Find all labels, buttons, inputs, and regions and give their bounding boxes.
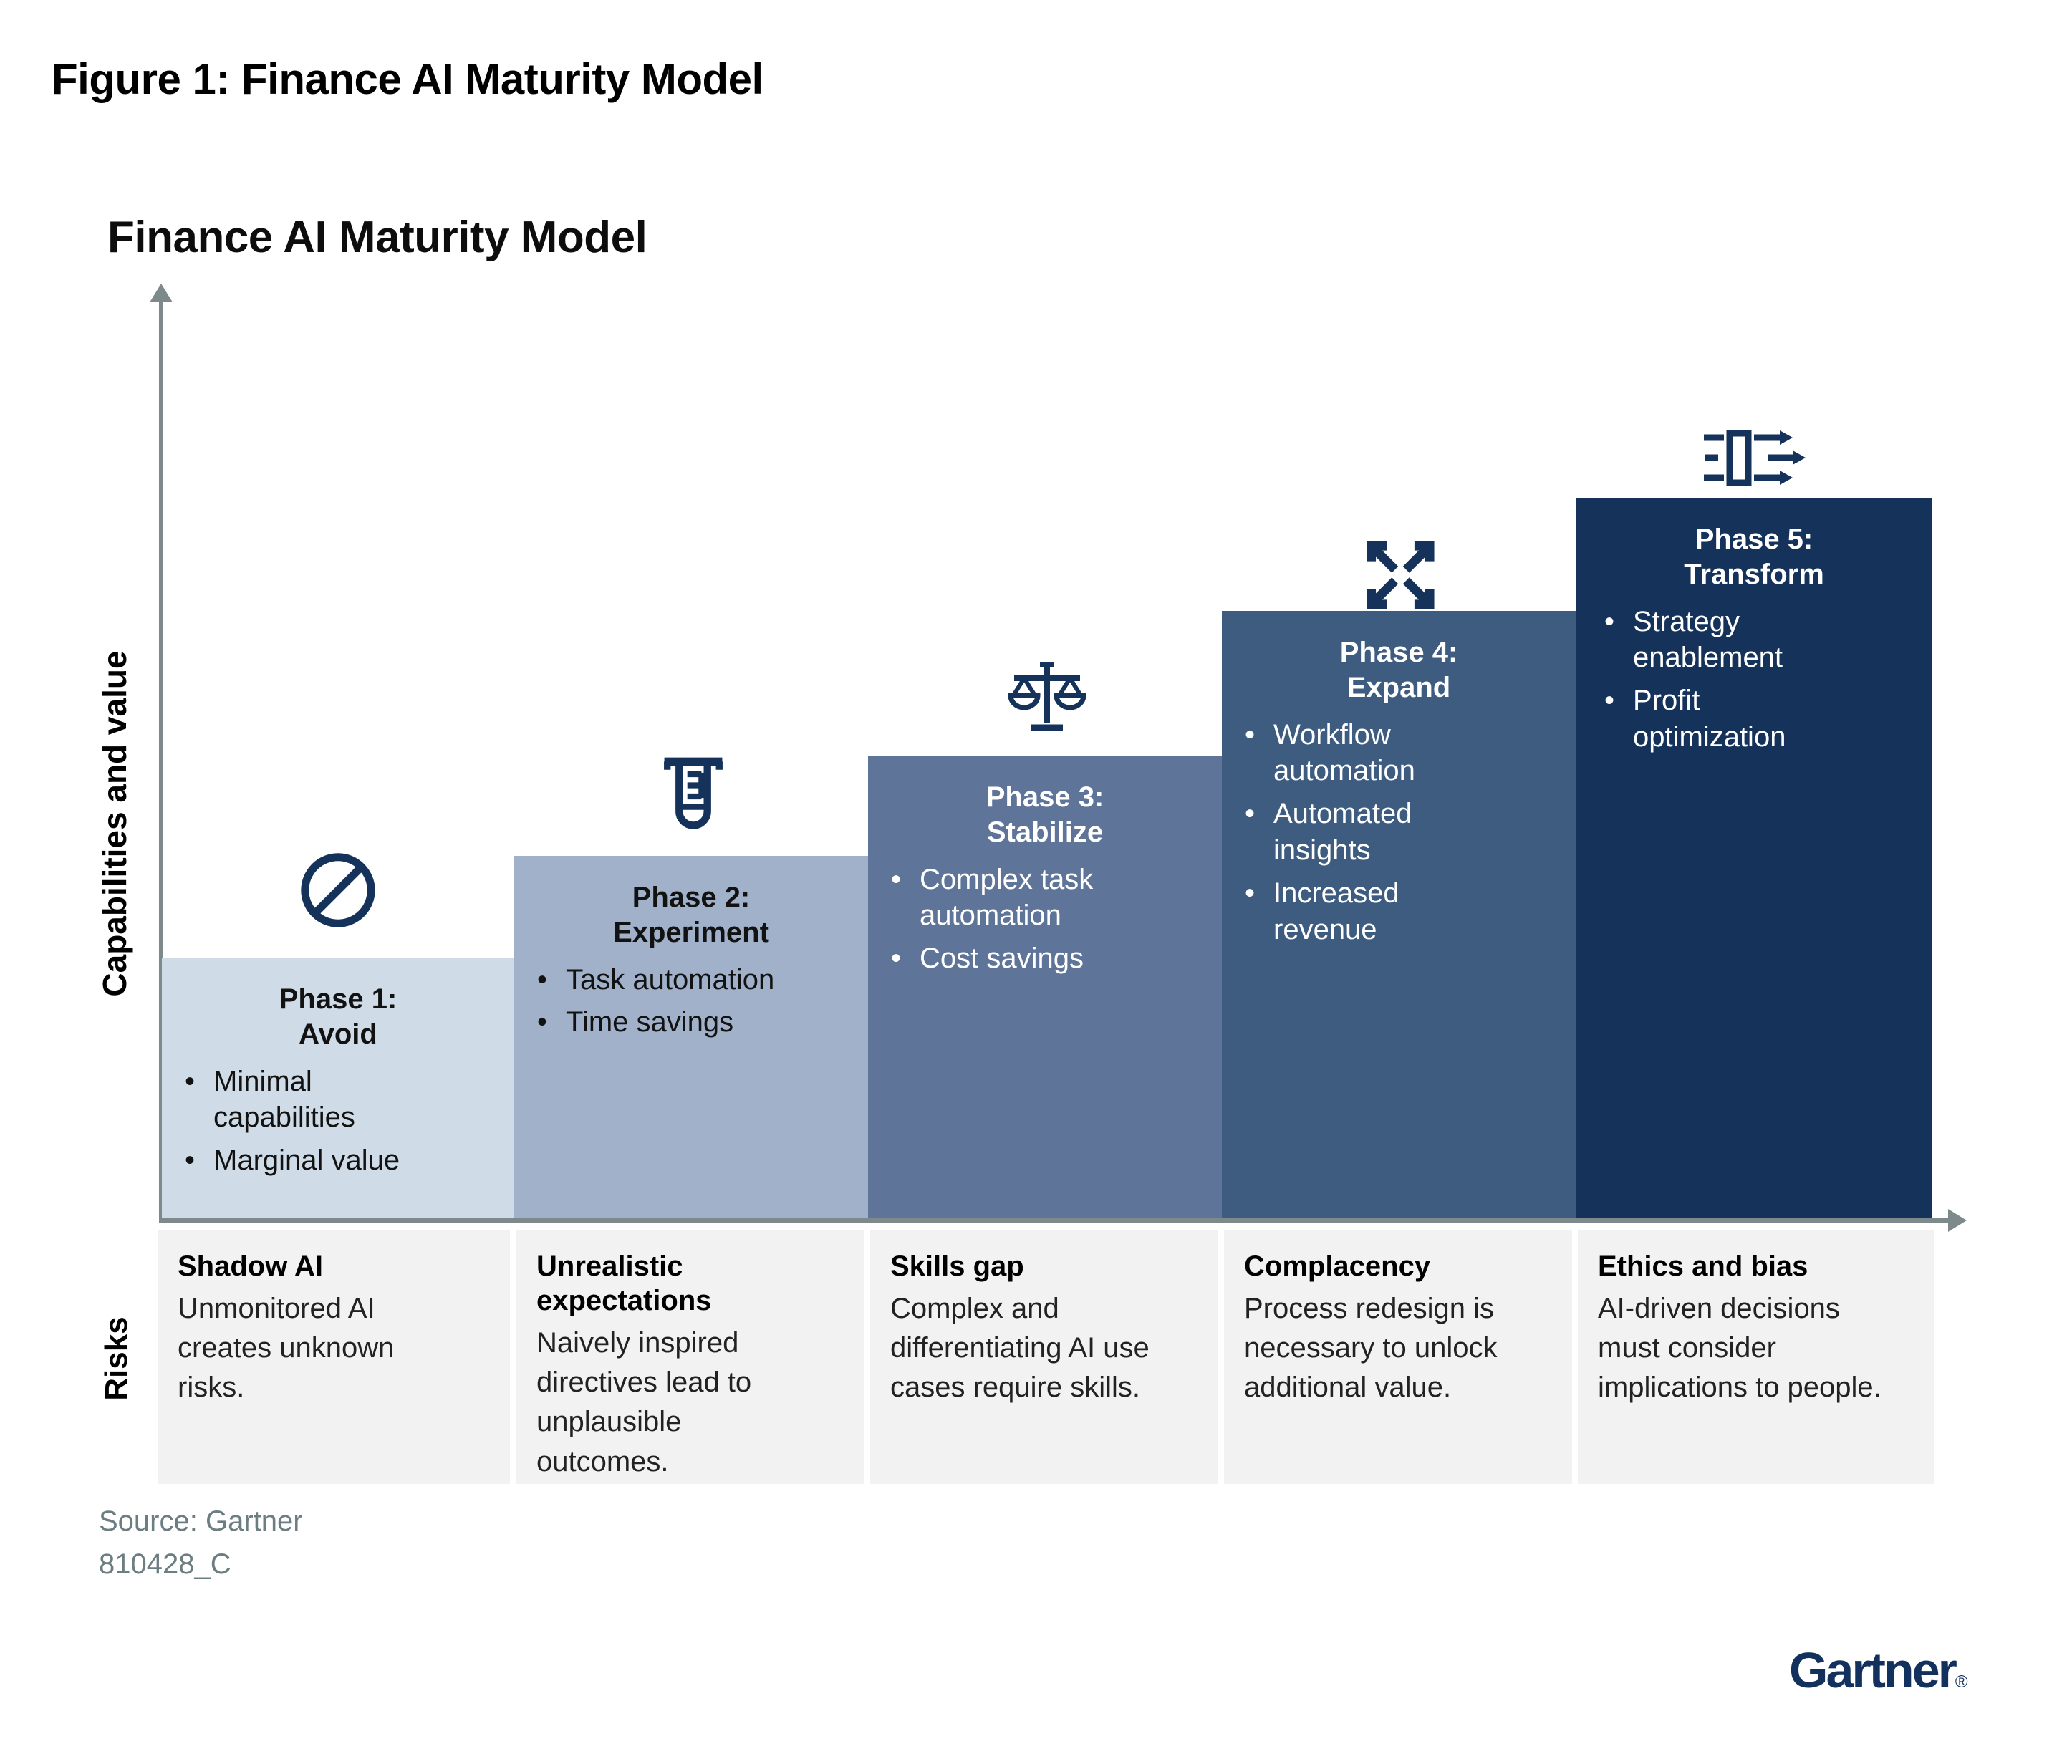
balance-scale-icon [1003,659,1092,735]
phase-1-title: Phase 1: Avoid [279,982,397,1052]
list-item: Time savings [537,1004,838,1041]
x-axis-arrowhead-icon [1948,1209,1967,1232]
phase-3-title-line2: Stabilize [986,816,1104,848]
list-item: Strategy enablement [1604,604,1855,677]
bullet-dot [537,1004,556,1041]
bullet-dot [185,1142,203,1179]
list-item: Workflow automation [1245,717,1488,790]
risk-tile-complacency: Complacency Process redesign is necessar… [1224,1230,1572,1484]
gartner-logo-text: Gartner [1789,1642,1957,1698]
prohibition-icon [299,851,377,930]
list-item: Marginal value [185,1142,450,1179]
risk-body: Process redesign is necessary to unlock … [1244,1293,1498,1404]
phase-4-box: Phase 4: Expand Workflow automation Auto… [1222,611,1576,1218]
phase-1-title-line2: Avoid [299,1018,377,1050]
risk-body: Naively inspired directives lead to unpl… [536,1327,752,1478]
list-item: Increased revenue [1245,875,1488,948]
y-axis-label: Capabilities and value [96,650,133,997]
risk-title: Complacency [1244,1250,1431,1282]
transform-arrows-icon [1700,428,1809,488]
risk-tile-ethics-and-bias: Ethics and bias AI-driven decisions must… [1578,1230,1934,1484]
phase-2-title-line2: Experiment [613,916,769,948]
registered-mark: ® [1955,1672,1968,1692]
source-note: Source: Gartner [99,1505,303,1537]
phase-4-title-line1: Phase 4: [1339,637,1458,668]
bullet-text: Automated insights [1273,798,1412,866]
bullet-dot [1604,604,1623,677]
y-axis-arrowhead-icon [150,284,173,302]
bullet-text: Task automation [566,963,775,996]
bullet-text: Increased revenue [1273,877,1399,945]
phase-5-box: Phase 5: Transform Strategy enablement P… [1576,498,1932,1218]
phase-2-title-line1: Phase 2: [632,882,751,913]
bullet-dot [185,1064,203,1137]
phase-2-box: Phase 2: Experiment Task automation Time… [514,856,868,1218]
gartner-logo: Gartner® [1789,1642,1968,1699]
risk-title: Unrealistic expectations [536,1250,712,1316]
risk-body: Unmonitored AI creates unknown risks. [178,1293,395,1404]
phase-2-bullets: Task automation Time savings [537,962,838,1048]
list-item: Task automation [537,962,838,998]
risks-axis-label: Risks [99,1316,134,1401]
risk-tile-shadow-ai: Shadow AI Unmonitored AI creates unknown… [158,1230,510,1484]
bullet-dot [537,962,556,998]
risk-body: AI-driven decisions must consider implic… [1598,1293,1881,1404]
bullet-text: Cost savings [920,943,1084,975]
risk-tile-unrealistic-expectations: Unrealistic expectations Naively inspire… [516,1230,864,1484]
list-item: Profit optimization [1604,683,1855,756]
list-item: Automated insights [1245,796,1488,869]
list-item: Complex task automation [891,862,1199,935]
risk-title: Skills gap [890,1250,1024,1282]
phase-1-title-line1: Phase 1: [279,983,397,1015]
phase-2-title: Phase 2: Experiment [613,880,769,950]
phase-3-title: Phase 3: Stabilize [986,780,1104,850]
risk-body: Complex and differentiating AI use cases… [890,1293,1150,1404]
bullet-text: Profit optimization [1633,685,1786,753]
phase-3-box: Phase 3: Stabilize Complex task automati… [868,756,1222,1218]
bullet-dot [1245,875,1263,948]
bullet-dot [1245,796,1263,869]
figure-title: Figure 1: Finance AI Maturity Model [52,55,763,103]
bullet-dot [1604,683,1623,756]
bullet-text: Strategy enablement [1633,605,1783,674]
phase-1-bullets: Minimal capabilities Marginal value [185,1064,450,1185]
bullet-dot [891,862,910,935]
phase-5-title-line2: Transform [1684,558,1824,590]
phase-4-bullets: Workflow automation Automated insights I… [1245,717,1488,955]
bullet-dot [1245,717,1263,790]
risk-title: Shadow AI [178,1250,323,1282]
bullet-text: Workflow automation [1273,718,1415,787]
risk-title: Ethics and bias [1598,1250,1808,1282]
test-tube-icon [659,755,728,837]
list-item: Minimal capabilities [185,1064,450,1137]
risk-tile-skills-gap: Skills gap Complex and differentiating A… [870,1230,1218,1484]
phase-1-box: Phase 1: Avoid Minimal capabilities Marg… [162,958,514,1218]
figure-code: 810428_C [99,1548,231,1580]
phase-4-title-line2: Expand [1346,671,1451,703]
expand-arrows-icon [1366,539,1435,611]
y-axis-line [159,299,163,1222]
phase-3-title-line1: Phase 3: [986,781,1104,813]
bullet-text: Minimal capabilities [213,1065,355,1134]
list-item: Cost savings [891,940,1199,977]
phase-5-bullets: Strategy enablement Profit optimization [1604,604,1855,762]
x-axis-line [159,1218,1950,1223]
bullet-text: Time savings [566,1006,734,1038]
phase-5-title-line1: Phase 5: [1695,524,1813,555]
chart-title: Finance AI Maturity Model [107,213,647,262]
bullet-text: Complex task automation [920,863,1094,932]
bullet-dot [891,940,910,977]
phase-5-title: Phase 5: Transform [1684,522,1824,592]
bullet-text: Marginal value [213,1144,400,1177]
phase-3-bullets: Complex task automation Cost savings [891,862,1199,983]
phase-4-title: Phase 4: Expand [1340,635,1458,705]
